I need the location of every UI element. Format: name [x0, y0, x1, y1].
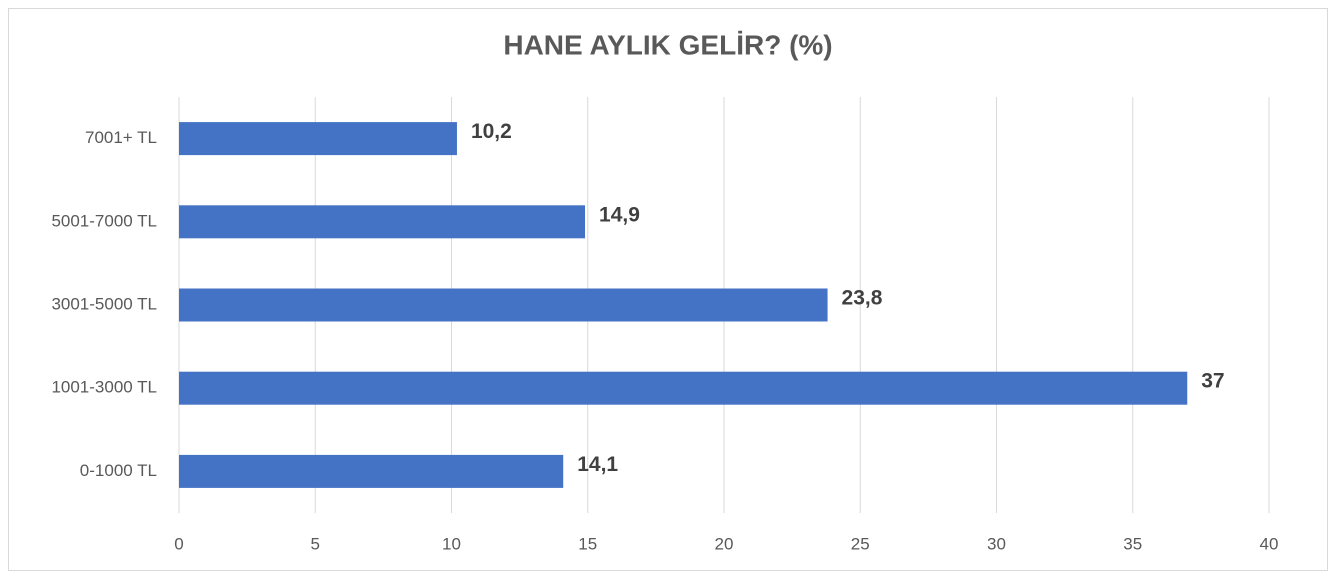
- x-tick-label: 10: [442, 534, 461, 553]
- y-tick-label: 1001-3000 TL: [51, 378, 157, 397]
- x-tick-label: 40: [1260, 534, 1279, 553]
- bar: [179, 288, 828, 322]
- value-label: 10,2: [471, 120, 512, 143]
- x-tick-label: 0: [174, 534, 183, 553]
- bar: [179, 205, 586, 239]
- y-tick-label: 7001+ TL: [85, 128, 157, 147]
- x-tick-label: 20: [715, 534, 734, 553]
- y-tick-label: 3001-5000 TL: [51, 294, 157, 313]
- bar: [179, 371, 1188, 405]
- value-label: 37: [1201, 370, 1224, 393]
- chart-title: HANE AYLIK GELİR? (%): [503, 29, 832, 60]
- x-tick-label: 30: [987, 534, 1006, 553]
- value-label: 14,1: [577, 453, 618, 476]
- value-label: 23,8: [842, 287, 883, 310]
- y-tick-label: 0-1000 TL: [80, 461, 157, 480]
- bar: [179, 454, 564, 488]
- bar: [179, 122, 457, 156]
- x-tick-label: 15: [578, 534, 597, 553]
- value-label: 14,9: [599, 203, 640, 226]
- y-tick-label: 5001-7000 TL: [51, 211, 157, 230]
- x-tick-label: 5: [311, 534, 320, 553]
- x-tick-label: 35: [1123, 534, 1142, 553]
- x-tick-label: 25: [851, 534, 870, 553]
